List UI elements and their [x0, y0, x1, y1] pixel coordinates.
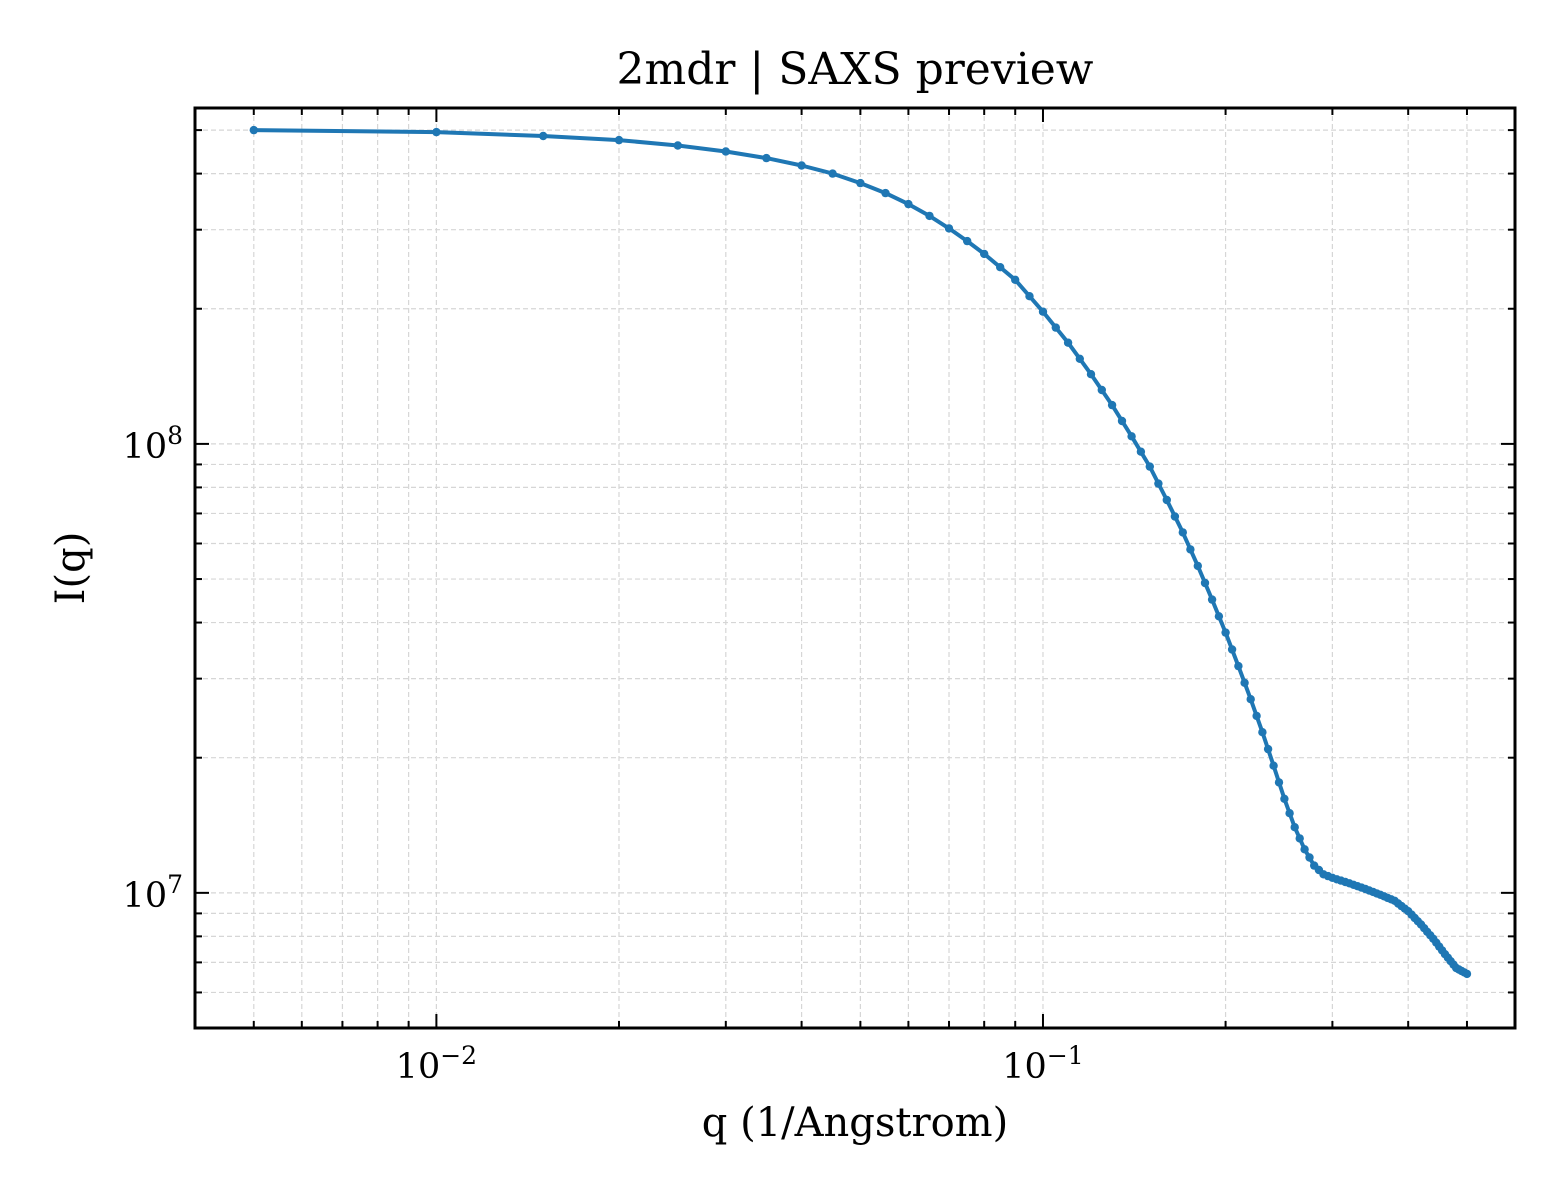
data-point: [944, 224, 954, 233]
data-point: [1246, 695, 1255, 704]
data-point: [1462, 969, 1472, 979]
tick-layer: 10−2 10−1 107 108: [123, 108, 1515, 1087]
data-point: [1221, 628, 1230, 637]
data-point: [904, 199, 913, 209]
data-point: [1285, 809, 1294, 818]
y-tick-label: 108: [123, 421, 183, 467]
data-point: [881, 188, 890, 198]
data-point: [1227, 645, 1237, 654]
data-point: [963, 236, 972, 246]
data-point: [432, 127, 441, 137]
data-point: [1295, 834, 1304, 843]
data-point: [249, 125, 258, 135]
data-point: [1051, 323, 1061, 332]
x-axis-label: q (1/Angstrom): [702, 1100, 1008, 1146]
data-point: [1252, 711, 1261, 721]
data-point: [1178, 528, 1188, 537]
y-tick-label: 107: [123, 870, 183, 916]
series-layer: [249, 125, 1472, 979]
data-point: [762, 153, 771, 163]
data-point: [828, 169, 837, 178]
data-point: [1127, 432, 1136, 441]
data-point: [1300, 845, 1309, 854]
data-point: [1145, 462, 1155, 471]
data-point: [1063, 338, 1073, 347]
data-point: [1207, 595, 1217, 604]
x-tick-label: 10−2: [396, 1041, 477, 1087]
data-point: [1136, 447, 1146, 456]
data-point: [925, 211, 934, 221]
data-point: [1011, 275, 1020, 284]
data-point: [673, 141, 682, 150]
data-point: [996, 263, 1005, 272]
data-point: [1274, 778, 1284, 787]
data-point: [1258, 728, 1267, 737]
data-point: [1075, 354, 1085, 363]
data-point: [1186, 545, 1195, 554]
data-point: [1097, 385, 1107, 395]
grid-layer: [194, 108, 1515, 1029]
data-point: [1269, 761, 1278, 770]
x-tick-label: 10−1: [1002, 1041, 1083, 1087]
y-axis-label: I(q): [48, 532, 94, 605]
data-point: [1170, 512, 1180, 521]
data-point: [1025, 292, 1034, 301]
data-point: [1280, 794, 1289, 803]
chart-title: 2mdr | SAXS preview: [617, 44, 1094, 95]
data-point: [1263, 744, 1273, 754]
data-point: [1162, 495, 1172, 505]
data-point: [1086, 370, 1096, 379]
data-point: [1214, 612, 1224, 621]
data-point: [1240, 678, 1249, 687]
data-point: [539, 131, 548, 141]
data-point: [1234, 661, 1243, 671]
data-point: [797, 161, 806, 170]
data-point: [1305, 853, 1314, 862]
data-point: [721, 147, 730, 156]
data-point: [980, 249, 989, 259]
data-point: [1154, 479, 1163, 488]
data-point: [1193, 561, 1203, 571]
data-point: [1117, 416, 1127, 426]
data-point: [1200, 578, 1210, 588]
data-point: [1107, 400, 1117, 410]
plot-frame: [193, 106, 1517, 1030]
data-point: [614, 135, 624, 145]
data-point: [1290, 823, 1299, 832]
data-point: [1038, 307, 1048, 316]
data-point: [856, 178, 865, 188]
